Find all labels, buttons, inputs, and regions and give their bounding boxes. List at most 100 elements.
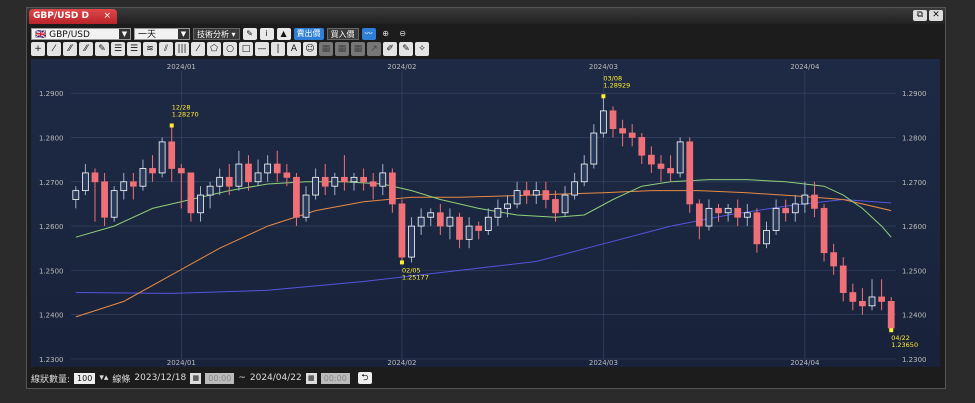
drawing-tool-icon[interactable]: ⁄⁄ — [63, 42, 77, 56]
zoom-in-icon[interactable]: ⊕ — [382, 28, 389, 38]
close-button[interactable]: ✕ — [929, 10, 943, 21]
y-tick-label-right: 1.2500 — [902, 267, 927, 275]
candle-up — [235, 163, 243, 187]
drawing-tool-icon[interactable]: ○ — [223, 42, 237, 56]
count-input[interactable]: 100 — [74, 372, 96, 384]
candle-up — [82, 172, 89, 192]
candle-up — [350, 176, 358, 183]
x-tick-label-top: 2024/04 — [790, 63, 820, 71]
candle-down — [129, 181, 137, 187]
tab-close-icon[interactable]: × — [103, 11, 111, 21]
drawing-tool-icon[interactable]: ☺ — [303, 42, 317, 56]
candle-up — [571, 181, 579, 196]
drawing-tool-icon[interactable]: A — [287, 42, 301, 56]
candle-down — [101, 181, 108, 218]
drawing-tool-icon[interactable]: ⫽ — [159, 42, 173, 56]
candle-down — [398, 203, 406, 258]
tilde: ~ — [238, 373, 246, 383]
edit-icon[interactable]: ✎ — [242, 27, 257, 40]
annotation-date: 04/22 — [891, 334, 910, 342]
refresh-icon[interactable]: ⮌ — [357, 372, 372, 384]
period-value: 一天 — [138, 29, 157, 40]
candle-up — [158, 141, 166, 174]
stepper-icon[interactable]: ▾▴ — [99, 373, 109, 383]
restore-button[interactable]: ⧉ — [913, 10, 927, 21]
candle-up — [379, 172, 387, 187]
candle-up — [264, 163, 272, 174]
y-tick-label-right: 1.2700 — [902, 179, 927, 187]
ask-button[interactable]: 買入價 — [326, 27, 359, 40]
drawing-tool-icon[interactable]: ▦ — [319, 42, 333, 56]
info-icon[interactable]: i — [259, 27, 274, 40]
drawing-tool-icon[interactable]: ▦ — [335, 42, 349, 56]
drawing-tool-icon[interactable]: ≋ — [143, 42, 157, 56]
bid-button[interactable]: 賣出價 — [293, 27, 324, 40]
candle-down — [782, 207, 790, 214]
candle-down — [734, 207, 742, 218]
drawing-tool-icon[interactable]: ⬠ — [207, 42, 221, 56]
drawing-tool-icon[interactable]: ☰ — [127, 42, 141, 56]
start-date[interactable]: 2023/12/18 — [134, 373, 187, 383]
drawing-tool-icon[interactable]: ↗ — [367, 42, 381, 56]
candle-up — [868, 296, 876, 307]
extreme-marker — [601, 94, 606, 99]
drawing-tool-icon[interactable]: ▦ — [351, 42, 365, 56]
drawing-tool-icon[interactable]: ✎ — [95, 42, 109, 56]
drawing-tool-icon[interactable]: — — [255, 42, 269, 56]
chart-tab-title: GBP/USD D — [33, 11, 89, 21]
analysis-dropdown[interactable]: 技術分析 ▾ — [193, 27, 240, 40]
candle-down — [321, 176, 329, 187]
drawing-tool-icon[interactable]: ⁄ — [47, 42, 61, 56]
candle-up — [120, 181, 128, 192]
chart-svg[interactable]: 1.2300 1.2300 1.2400 1.2400 1.2500 1.2500 1.26… — [31, 59, 940, 367]
chart-window: GBP/USD D × ⧉ ✕ 🇬🇧 GBP/USD ▼ 一天 ▼ 技術分析 ▾… — [26, 7, 946, 389]
candle-down — [168, 141, 176, 169]
drawing-tool-icon[interactable]: □ — [239, 42, 253, 56]
y-tick-label-left: 1.2600 — [39, 223, 64, 231]
title-bar: GBP/USD D × ⧉ ✕ — [27, 8, 945, 24]
line-label: 線條 — [112, 374, 131, 385]
candle-up — [676, 141, 684, 174]
drawing-tool-icon[interactable]: ✎ — [399, 42, 413, 56]
candle-down — [887, 300, 895, 329]
candle-down — [830, 252, 838, 267]
candle-down — [657, 163, 665, 169]
calendar-icon[interactable]: ▦ — [305, 372, 317, 384]
symbol-select[interactable]: 🇬🇧 GBP/USD ▼ — [31, 27, 131, 40]
moving-average-mid — [75, 190, 892, 318]
zoom-out-icon[interactable]: ⊖ — [399, 28, 406, 38]
drawing-tool-icon[interactable]: ☰ — [111, 42, 125, 56]
drawing-tool-icon[interactable]: ✧ — [415, 42, 429, 56]
x-tick-label-bottom: 2024/02 — [387, 359, 416, 367]
price-chart[interactable]: 1.2300 1.2300 1.2400 1.2400 1.2500 1.2500 1.26… — [31, 59, 940, 367]
drawing-tool-icon[interactable]: ✐ — [383, 42, 397, 56]
calendar-icon[interactable]: ▦ — [190, 372, 202, 384]
candle-down — [648, 154, 655, 165]
candle-down — [388, 172, 396, 205]
candle-down — [753, 212, 761, 245]
annotation-date: 02/05 — [402, 266, 421, 274]
candle-down — [341, 176, 348, 183]
candle-down — [859, 300, 866, 307]
annotation-value: 1.25177 — [402, 273, 429, 281]
candle-up — [561, 194, 569, 214]
drawing-tool-icon[interactable]: ||| — [175, 42, 189, 56]
line-chart-icon[interactable]: 〰 — [361, 27, 376, 40]
candle-down — [667, 168, 674, 174]
candle-up — [254, 172, 262, 183]
candle-down — [456, 216, 463, 240]
candle-up — [763, 230, 770, 245]
drawing-tool-icon[interactable]: ⁄⁄ — [79, 42, 93, 56]
end-date[interactable]: 2024/04/22 — [249, 373, 302, 383]
x-tick-label-top: 2024/02 — [387, 63, 416, 71]
candle-up — [600, 110, 607, 134]
candle-down — [628, 132, 636, 138]
drawing-tool-icon[interactable]: + — [31, 42, 45, 56]
x-tick-label-top: 2024/03 — [589, 63, 618, 71]
chart-tab[interactable]: GBP/USD D × — [29, 9, 117, 24]
period-select[interactable]: 一天 ▼ — [134, 27, 190, 40]
drawing-tool-icon[interactable]: ⁄ — [191, 42, 205, 56]
mountain-chart-icon[interactable]: ▲ — [276, 27, 291, 40]
drawing-tool-icon[interactable]: | — [271, 42, 285, 56]
annotation-date: 03/08 — [603, 74, 622, 82]
